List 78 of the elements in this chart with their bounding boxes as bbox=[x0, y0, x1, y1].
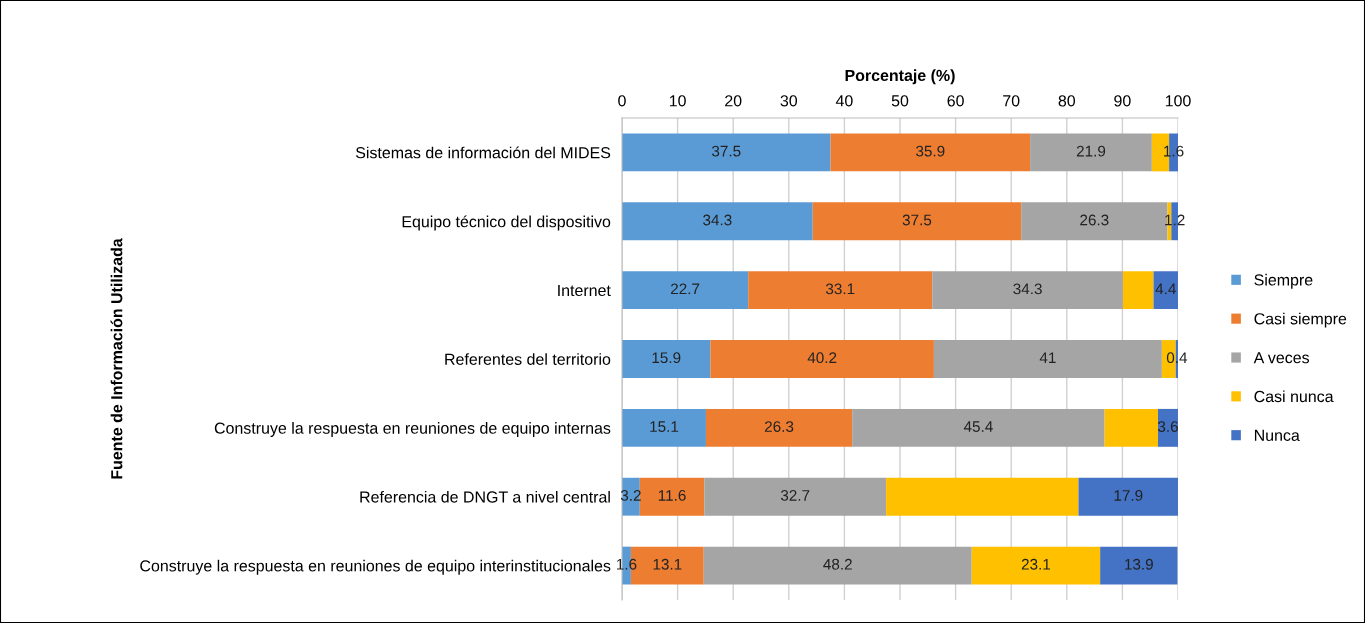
bar bbox=[748, 271, 933, 310]
bar bbox=[622, 202, 813, 241]
legend-label: Nunca bbox=[1254, 429, 1300, 441]
data-label: 11.6 bbox=[658, 490, 686, 501]
bar bbox=[622, 340, 711, 378]
y-tick-label: Referentes del territorio bbox=[445, 353, 611, 365]
y-tick-label: Internet bbox=[558, 284, 611, 297]
x-tick-label: 60 bbox=[947, 95, 964, 107]
bar bbox=[704, 477, 887, 516]
y-tick-label: Construye la respuesta en reuniones de equipo internas bbox=[214, 422, 611, 437]
data-label: 37.5 bbox=[711, 145, 741, 157]
bar bbox=[812, 202, 1022, 241]
data-label: 17.9 bbox=[1114, 490, 1143, 501]
bar bbox=[1100, 546, 1178, 585]
data-label: 48.2 bbox=[823, 558, 852, 570]
legend-label: Casi siempre bbox=[1254, 312, 1347, 328]
data-label: 37.5 bbox=[902, 214, 932, 226]
data-label: 35.9 bbox=[916, 145, 945, 157]
x-tick-label: 50 bbox=[891, 95, 909, 107]
x-tick-label: 30 bbox=[780, 95, 798, 107]
y-tick-label: Referencia de DNGT a nivel central bbox=[360, 490, 610, 503]
data-label: 26.3 bbox=[764, 421, 794, 432]
x-axis-title: Porcentaje (%) bbox=[845, 69, 955, 85]
legend-label: Casi nunca bbox=[1254, 390, 1334, 403]
bar bbox=[639, 477, 705, 516]
x-tick-label: 20 bbox=[725, 95, 742, 107]
bar bbox=[830, 133, 1031, 172]
data-label: 13.1 bbox=[653, 558, 682, 570]
bar bbox=[622, 271, 749, 310]
bar bbox=[1122, 271, 1154, 310]
x-tick-label: 70 bbox=[1003, 95, 1020, 107]
data-label: 0.4 bbox=[1166, 352, 1188, 364]
data-label: 4.4 bbox=[1155, 283, 1176, 295]
data-label: 41 bbox=[1039, 352, 1056, 363]
data-label: 1.6 bbox=[616, 558, 637, 570]
x-tick-label: 90 bbox=[1114, 95, 1131, 107]
data-label: 15.9 bbox=[652, 352, 681, 364]
data-label: 45.4 bbox=[963, 421, 993, 432]
bar bbox=[1157, 408, 1178, 447]
bar bbox=[1153, 271, 1178, 310]
data-label: 23.1 bbox=[1021, 558, 1051, 570]
bar bbox=[1078, 477, 1178, 516]
bar bbox=[705, 408, 853, 447]
bar bbox=[932, 271, 1123, 310]
bar bbox=[1030, 133, 1152, 172]
bar bbox=[622, 408, 706, 447]
data-label: 40.2 bbox=[807, 352, 837, 364]
bar bbox=[933, 340, 1162, 378]
data-label: 3.6 bbox=[1157, 421, 1178, 432]
bar bbox=[703, 546, 972, 585]
y-axis-title: Fuente de Información Utilizada bbox=[110, 238, 123, 479]
data-label: 34.3 bbox=[1013, 283, 1042, 295]
x-tick-label: 40 bbox=[835, 95, 853, 107]
bar bbox=[852, 408, 1105, 447]
data-label: 26.3 bbox=[1080, 214, 1109, 226]
bar bbox=[886, 477, 1079, 516]
y-tick-label: Sistemas de información del MIDES bbox=[355, 146, 611, 159]
bar bbox=[971, 546, 1101, 585]
data-label: 1.2 bbox=[1165, 214, 1185, 226]
data-label: 32.7 bbox=[780, 490, 810, 501]
bar bbox=[1104, 408, 1158, 447]
y-tick-label: Equipo técnico del dispositivo bbox=[402, 215, 611, 231]
data-label: 1.6 bbox=[1164, 145, 1184, 157]
data-label: 15.1 bbox=[650, 421, 679, 432]
data-label: 34.3 bbox=[703, 214, 732, 226]
data-label: 33.1 bbox=[825, 283, 855, 295]
x-tick-label: 100 bbox=[1165, 95, 1191, 107]
data-label: 21.9 bbox=[1076, 145, 1106, 157]
data-label: 13.9 bbox=[1125, 558, 1153, 570]
x-tick-label: 80 bbox=[1058, 95, 1076, 107]
x-tick-label: 0 bbox=[618, 95, 626, 107]
bar bbox=[622, 133, 831, 172]
y-tick-label: Construye la respuesta en reuniones de equipo interinstitucionales bbox=[140, 559, 611, 575]
x-tick-label: 10 bbox=[669, 95, 686, 107]
legend-label: A veces bbox=[1253, 352, 1310, 364]
bar bbox=[710, 340, 934, 378]
legend-label: Siempre bbox=[1254, 273, 1313, 289]
data-label: 22.7 bbox=[671, 283, 700, 295]
